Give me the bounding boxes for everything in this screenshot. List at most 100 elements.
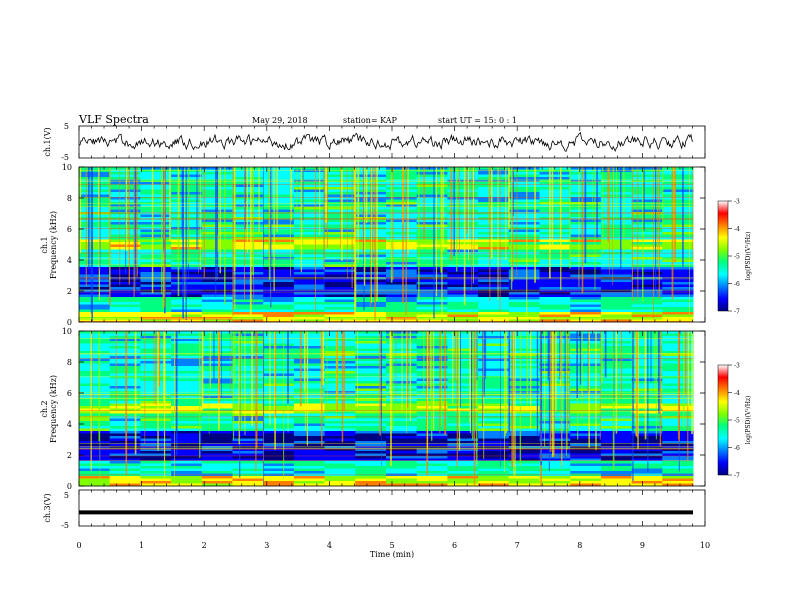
spectrogram-cell	[293, 172, 326, 175]
spectrogram-cell	[201, 438, 233, 442]
spectrogram-cell	[355, 463, 387, 467]
spectrogram-cell	[416, 292, 448, 295]
spectrogram-cell	[324, 184, 356, 188]
spectrogram-cell	[140, 418, 172, 422]
spectrogram-cell	[232, 406, 264, 409]
spectrogram-cell	[293, 294, 326, 298]
spectrogram-cell	[570, 401, 602, 404]
spectrogram-cell	[631, 411, 663, 414]
spectrogram-cell	[662, 376, 694, 379]
spectrogram-cell	[508, 282, 540, 285]
spectrogram-cell	[355, 458, 387, 462]
spectrogram-cell	[171, 453, 203, 457]
spectrogram-cell	[447, 371, 479, 374]
spectrogram-cell	[508, 244, 540, 248]
spectrogram-cell	[539, 423, 571, 427]
spectrogram-cell	[570, 309, 602, 313]
spectrogram-cell	[631, 177, 663, 180]
spectrogram-cell	[201, 468, 233, 472]
spectrogram-cell	[293, 458, 326, 462]
colorbar-tick-label: -6	[734, 281, 740, 288]
spectrogram-cell	[263, 197, 295, 200]
spectrogram-cell	[447, 341, 479, 344]
spectrogram-cell	[263, 403, 295, 407]
spectrogram-cell	[662, 254, 694, 258]
spectrogram-cell	[508, 252, 540, 255]
spectrogram-cell	[232, 476, 264, 479]
spectrogram-cell	[293, 192, 326, 195]
spectrogram-cell	[631, 421, 663, 424]
spectrogram-cell	[416, 237, 448, 240]
spectrogram-cell	[324, 312, 356, 315]
spectrogram-cell	[263, 219, 295, 223]
spectrogram-cell	[631, 222, 663, 225]
spectrogram-cell	[293, 413, 326, 417]
spectrogram-cell	[263, 483, 295, 487]
spectrogram-cell	[263, 199, 295, 203]
spectrogram-cell	[662, 199, 694, 203]
spectrogram-cell	[478, 222, 510, 225]
spectrogram-cell	[263, 264, 295, 268]
spectrogram-cell	[631, 343, 663, 347]
spectrogram-cell	[570, 287, 602, 290]
spectrogram-cell	[201, 466, 233, 469]
spectrogram-cell	[324, 304, 356, 308]
spectrogram-cell	[355, 338, 387, 342]
spectrogram-cell	[631, 463, 663, 467]
spectrogram-cell	[600, 433, 633, 437]
spectrogram-cell	[293, 358, 326, 362]
spectrogram-cell	[79, 481, 111, 484]
spectrogram-cell	[662, 302, 694, 305]
spectrogram-cell	[171, 393, 203, 397]
spectrogram-cell	[508, 259, 540, 263]
spectrogram-cell	[539, 244, 571, 248]
spectrogram-cell	[293, 212, 326, 215]
spectrogram-cell	[570, 383, 602, 387]
spectrogram-cell	[355, 279, 387, 283]
spectrogram-cell	[79, 378, 111, 382]
spectrogram-cell	[232, 272, 264, 275]
spectrogram-cell	[293, 252, 326, 255]
spectrogram-cell	[416, 264, 448, 268]
spectrogram-cell	[600, 249, 633, 253]
spectrogram-cell	[232, 309, 264, 313]
spectrogram-cell	[355, 297, 387, 300]
spectrogram-cell	[539, 294, 571, 298]
spectrogram-cell	[324, 333, 356, 337]
spectrogram-cell	[539, 197, 571, 200]
spectrogram-cell	[478, 351, 510, 354]
spectrogram-cell	[232, 418, 264, 422]
spectrogram-cell	[662, 244, 694, 248]
spectrogram-cell	[232, 269, 264, 273]
spectrogram-cell	[662, 319, 694, 323]
spectrogram-cell	[232, 172, 264, 175]
spectrogram-cell	[539, 478, 571, 482]
spectrogram-cell	[508, 279, 540, 283]
spectrogram-cell	[416, 478, 448, 482]
spectrogram-cell	[109, 302, 141, 305]
spectrogram-cell	[355, 416, 387, 419]
spectrogram-cell	[570, 284, 602, 288]
spectrogram-cell	[140, 237, 172, 240]
spectrogram-cell	[109, 468, 141, 472]
spectrogram-cell	[324, 448, 356, 452]
spectrogram-cell	[355, 272, 387, 275]
spectrogram-cell	[293, 182, 326, 185]
spectrogram-cell	[355, 237, 387, 240]
spectrogram-cell	[662, 269, 694, 273]
y-tick-label: 6	[67, 389, 72, 398]
spectrogram-cell	[508, 309, 540, 313]
spectrogram-cell	[140, 411, 172, 414]
spectrogram-cell	[293, 187, 326, 190]
spectrogram-cell	[79, 277, 111, 280]
spectrogram-cell	[447, 413, 479, 417]
spectrogram-cell	[355, 304, 387, 308]
spectrogram-cell	[201, 441, 233, 444]
spectrogram-cell	[109, 466, 141, 469]
spectrogram-cell	[386, 466, 418, 469]
spectrogram-cell	[263, 239, 295, 243]
spectrogram-cell	[631, 441, 663, 444]
spectrogram-cell	[508, 461, 540, 464]
spectrogram-cell	[478, 478, 510, 482]
spectrogram-cell	[140, 269, 172, 273]
